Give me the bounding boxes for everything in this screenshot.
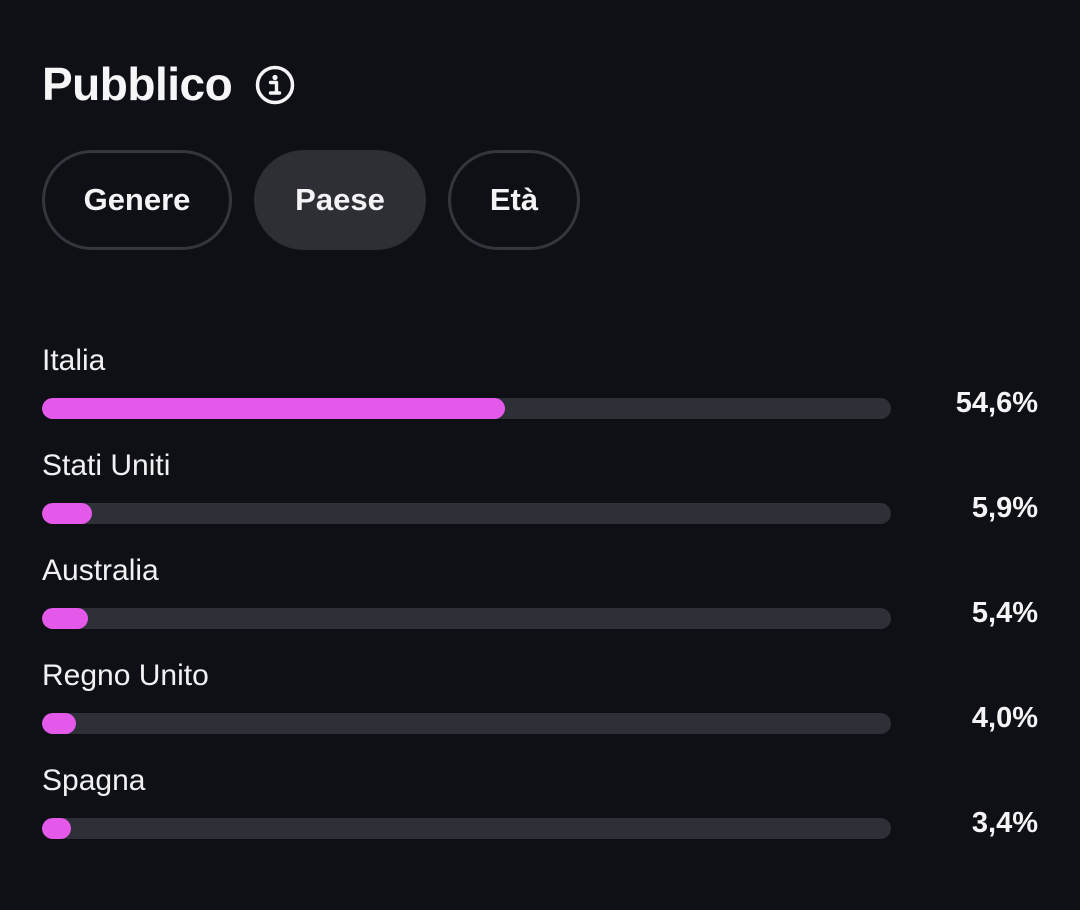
- bar-track: [42, 503, 891, 524]
- page-title: Pubblico: [42, 58, 233, 110]
- bar-track: [42, 713, 891, 734]
- bar-fill: [42, 608, 88, 629]
- percentage-value: 5,4%: [971, 597, 1038, 629]
- tab-eta[interactable]: Età: [448, 150, 580, 250]
- country-bar-chart: Italia 54,6% Stati Uniti 5,9% Australia 5,4% R…: [42, 340, 1042, 865]
- bar-track: [42, 608, 891, 629]
- country-row: Regno Unito 4,0%: [42, 655, 1042, 760]
- country-row: Spagna 3,4%: [42, 760, 1042, 865]
- tab-genere[interactable]: Genere: [42, 150, 232, 250]
- info-icon[interactable]: [254, 64, 296, 106]
- filter-tabs: Genere Paese Età: [42, 150, 580, 250]
- header: Pubblico: [42, 52, 296, 116]
- country-label: Stati Uniti: [42, 449, 171, 482]
- country-label: Regno Unito: [42, 659, 209, 692]
- bar-fill: [42, 398, 505, 419]
- bar-fill: [42, 713, 76, 734]
- country-row: Stati Uniti 5,9%: [42, 445, 1042, 550]
- country-row: Italia 54,6%: [42, 340, 1042, 445]
- percentage-value: 54,6%: [955, 387, 1038, 419]
- bar-fill: [42, 818, 71, 839]
- country-label: Italia: [42, 344, 106, 377]
- percentage-value: 5,9%: [971, 492, 1038, 524]
- bar-track: [42, 398, 891, 419]
- tab-paese[interactable]: Paese: [254, 150, 426, 250]
- country-label: Australia: [42, 554, 159, 587]
- bar-fill: [42, 503, 93, 524]
- country-label: Spagna: [42, 764, 146, 797]
- bar-track: [42, 818, 891, 839]
- percentage-value: 3,4%: [971, 807, 1038, 839]
- percentage-value: 4,0%: [971, 702, 1038, 734]
- country-row: Australia 5,4%: [42, 550, 1042, 655]
